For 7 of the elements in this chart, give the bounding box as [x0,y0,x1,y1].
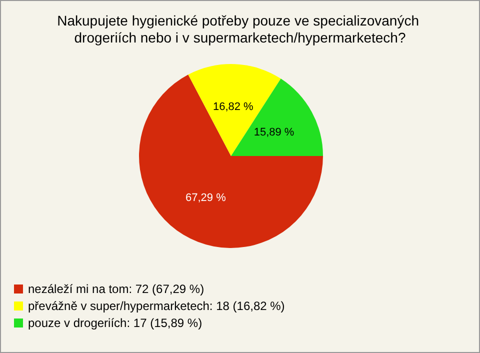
data-label: 16,82 % [212,101,254,114]
legend-label: převážně v super/hypermarketech: 18 (16,82 %) [28,299,285,313]
chart-title: Nakupujete hygienické potřeby pouze ve specializovaných drogeriích nebo i v supermarketech/hypermarketech? [57,12,423,46]
data-label: 15,89 % [254,126,294,139]
data-label: 67,29 % [185,192,226,204]
legend-label: pouze v drogeriích: 17 (15,89 %) [28,316,202,330]
legend-label: nezáleží mi na tom: 72 (67,29 %) [28,282,204,296]
